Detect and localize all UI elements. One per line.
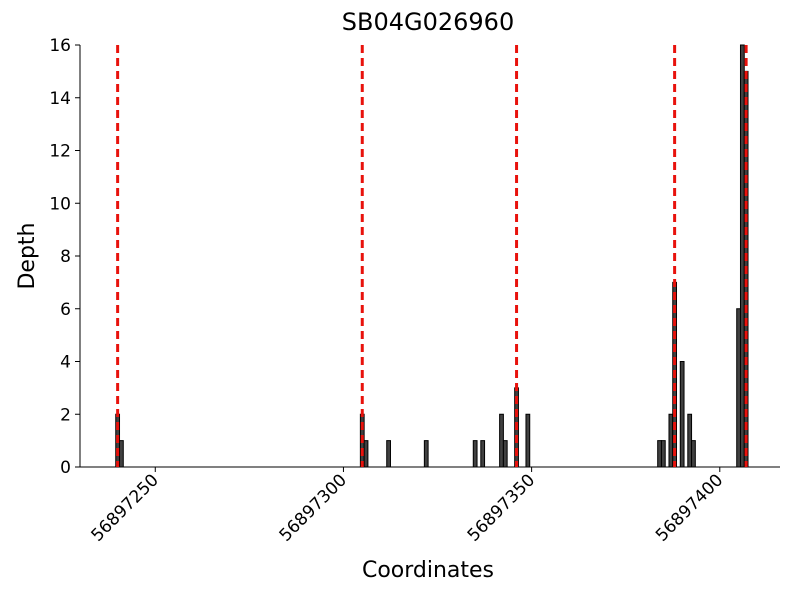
y-tick-label: 14: [49, 89, 71, 109]
y-tick-label: 12: [49, 142, 71, 162]
bar: [386, 440, 391, 468]
bar: [423, 440, 429, 468]
y-tick-label: 6: [60, 300, 71, 320]
x-tick-label: 56897350: [464, 470, 539, 545]
bar: [679, 361, 685, 468]
bar: [119, 440, 124, 468]
bar: [472, 440, 478, 468]
x-tick-label: 56897250: [87, 470, 162, 545]
bar: [739, 44, 745, 468]
bar: [687, 413, 693, 468]
bar: [657, 440, 662, 468]
bar: [499, 413, 504, 468]
y-tick-label: 10: [49, 194, 71, 214]
y-tick-label: 2: [60, 405, 71, 425]
chart-title: SB04G026960: [342, 8, 514, 36]
y-tick-label: 8: [60, 247, 71, 267]
y-axis-label: Depth: [15, 222, 40, 289]
x-axis-label: Coordinates: [362, 558, 494, 583]
y-tick-label: 16: [49, 36, 71, 56]
bar: [691, 440, 696, 468]
bar: [660, 440, 666, 468]
y-tick-label: 4: [60, 353, 71, 373]
y-tick-label: 0: [60, 458, 71, 478]
bar: [502, 440, 508, 468]
bar: [736, 308, 741, 468]
bar: [525, 413, 531, 468]
bar: [363, 440, 369, 468]
bar: [480, 440, 486, 468]
x-tick-label: 56897300: [276, 470, 351, 545]
x-tick-label: 56897400: [652, 470, 727, 545]
bar: [668, 413, 674, 468]
